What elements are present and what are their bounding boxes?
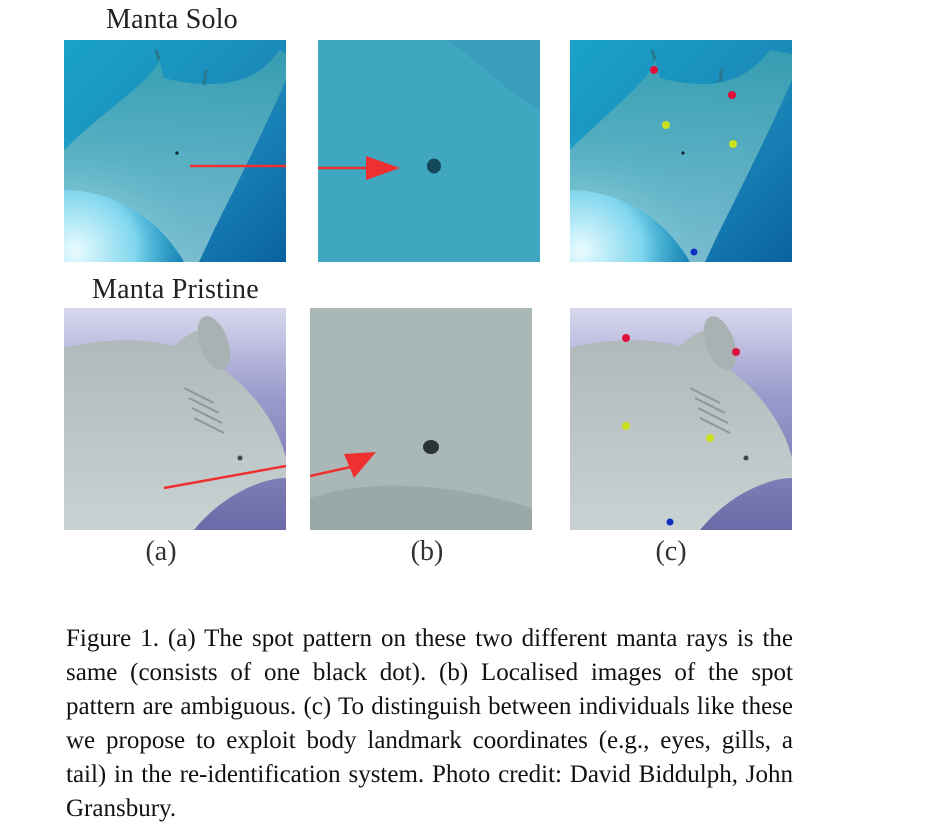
landmark-gill-left [622, 422, 630, 430]
row-label-manta-pristine: Manta Pristine [92, 274, 259, 305]
spot-dot [427, 158, 441, 174]
column-label-c: (c) [655, 536, 687, 567]
arrow-head [366, 156, 400, 180]
photo-manta-pristine-full [64, 308, 286, 530]
column-label-b: (b) [410, 536, 444, 567]
spot-dot [423, 440, 439, 454]
row-label-manta-solo: Manta Solo [106, 4, 238, 35]
photo-manta-pristine-spot-closeup [310, 308, 532, 530]
photo-manta-solo-landmarks [570, 40, 792, 262]
landmark-eye-right [732, 348, 740, 356]
landmark-tail [666, 518, 674, 526]
landmark-eye-left [622, 334, 630, 342]
arrow-shaft [310, 464, 356, 478]
photo-manta-pristine-landmarks [570, 308, 792, 530]
column-label-a: (a) [145, 536, 177, 567]
landmark-eye-left [650, 66, 658, 74]
landmark-tail [690, 248, 698, 256]
landmark-gill-right [706, 434, 714, 442]
photo-manta-solo-full [64, 40, 286, 262]
landmark-eye-right [728, 91, 736, 99]
photo-manta-solo-spot-closeup [318, 40, 540, 262]
landmark-gill-right [729, 140, 737, 148]
arrow-head [344, 452, 376, 478]
landmark-gill-left [662, 121, 670, 129]
figure-caption: Figure 1. (a) The spot pattern on these … [66, 625, 793, 822]
